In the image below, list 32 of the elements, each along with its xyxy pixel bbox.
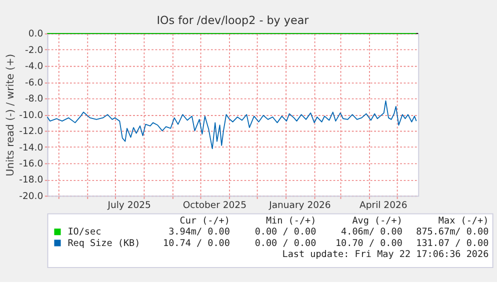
y-tick-label: -20.0 xyxy=(19,190,44,202)
y-tick-label: -12.0 xyxy=(19,126,44,138)
legend-label: Req Size (KB) xyxy=(68,238,140,249)
y-tick-label: -10.0 xyxy=(19,110,44,121)
x-tick-label: October 2025 xyxy=(182,200,247,212)
y-tick-label: -16.0 xyxy=(19,158,44,170)
y-tick-label: 0.0 xyxy=(28,28,44,40)
text: 131.07 / 0.00 xyxy=(416,238,489,249)
text: Cur (-/+) xyxy=(180,216,230,227)
text: Max (-/+) xyxy=(438,216,489,227)
text: 0.00 / 0.00 xyxy=(254,226,316,238)
y-axis-title: Units read (-) / write (+) xyxy=(6,54,17,176)
x-tick-label: January 2026 xyxy=(268,200,331,212)
text: 3.94m/ 0.00 xyxy=(168,226,230,238)
text: 875.67m/ 0.00 xyxy=(416,226,489,238)
x-tick-label: April 2026 xyxy=(360,200,408,212)
y-tick-label: -4.0 xyxy=(25,61,44,72)
legend-label: IO/sec xyxy=(68,226,102,238)
y-tick-label: -8.0 xyxy=(25,94,44,105)
text: 4.06m/ 0.00 xyxy=(341,226,402,238)
text: 10.74 / 0.00 xyxy=(163,238,230,249)
y-tick-label: -2.0 xyxy=(25,44,44,56)
text: 0.00 / 0.00 xyxy=(254,238,316,249)
text: Min (-/+) xyxy=(266,216,316,227)
chart-title: IOs for /dev/loop2 - by year xyxy=(156,14,310,28)
y-tick-label: -14.0 xyxy=(19,142,44,154)
y-tick-label: -18.0 xyxy=(19,174,44,186)
text: Last update: Fri May 22 17:06:36 2026 xyxy=(282,248,489,260)
x-tick-label: July 2025 xyxy=(106,200,152,212)
text: 10.70 / 0.00 xyxy=(335,238,402,249)
y-tick-label: -6.0 xyxy=(25,77,44,88)
text: Avg (-/+) xyxy=(352,216,402,227)
